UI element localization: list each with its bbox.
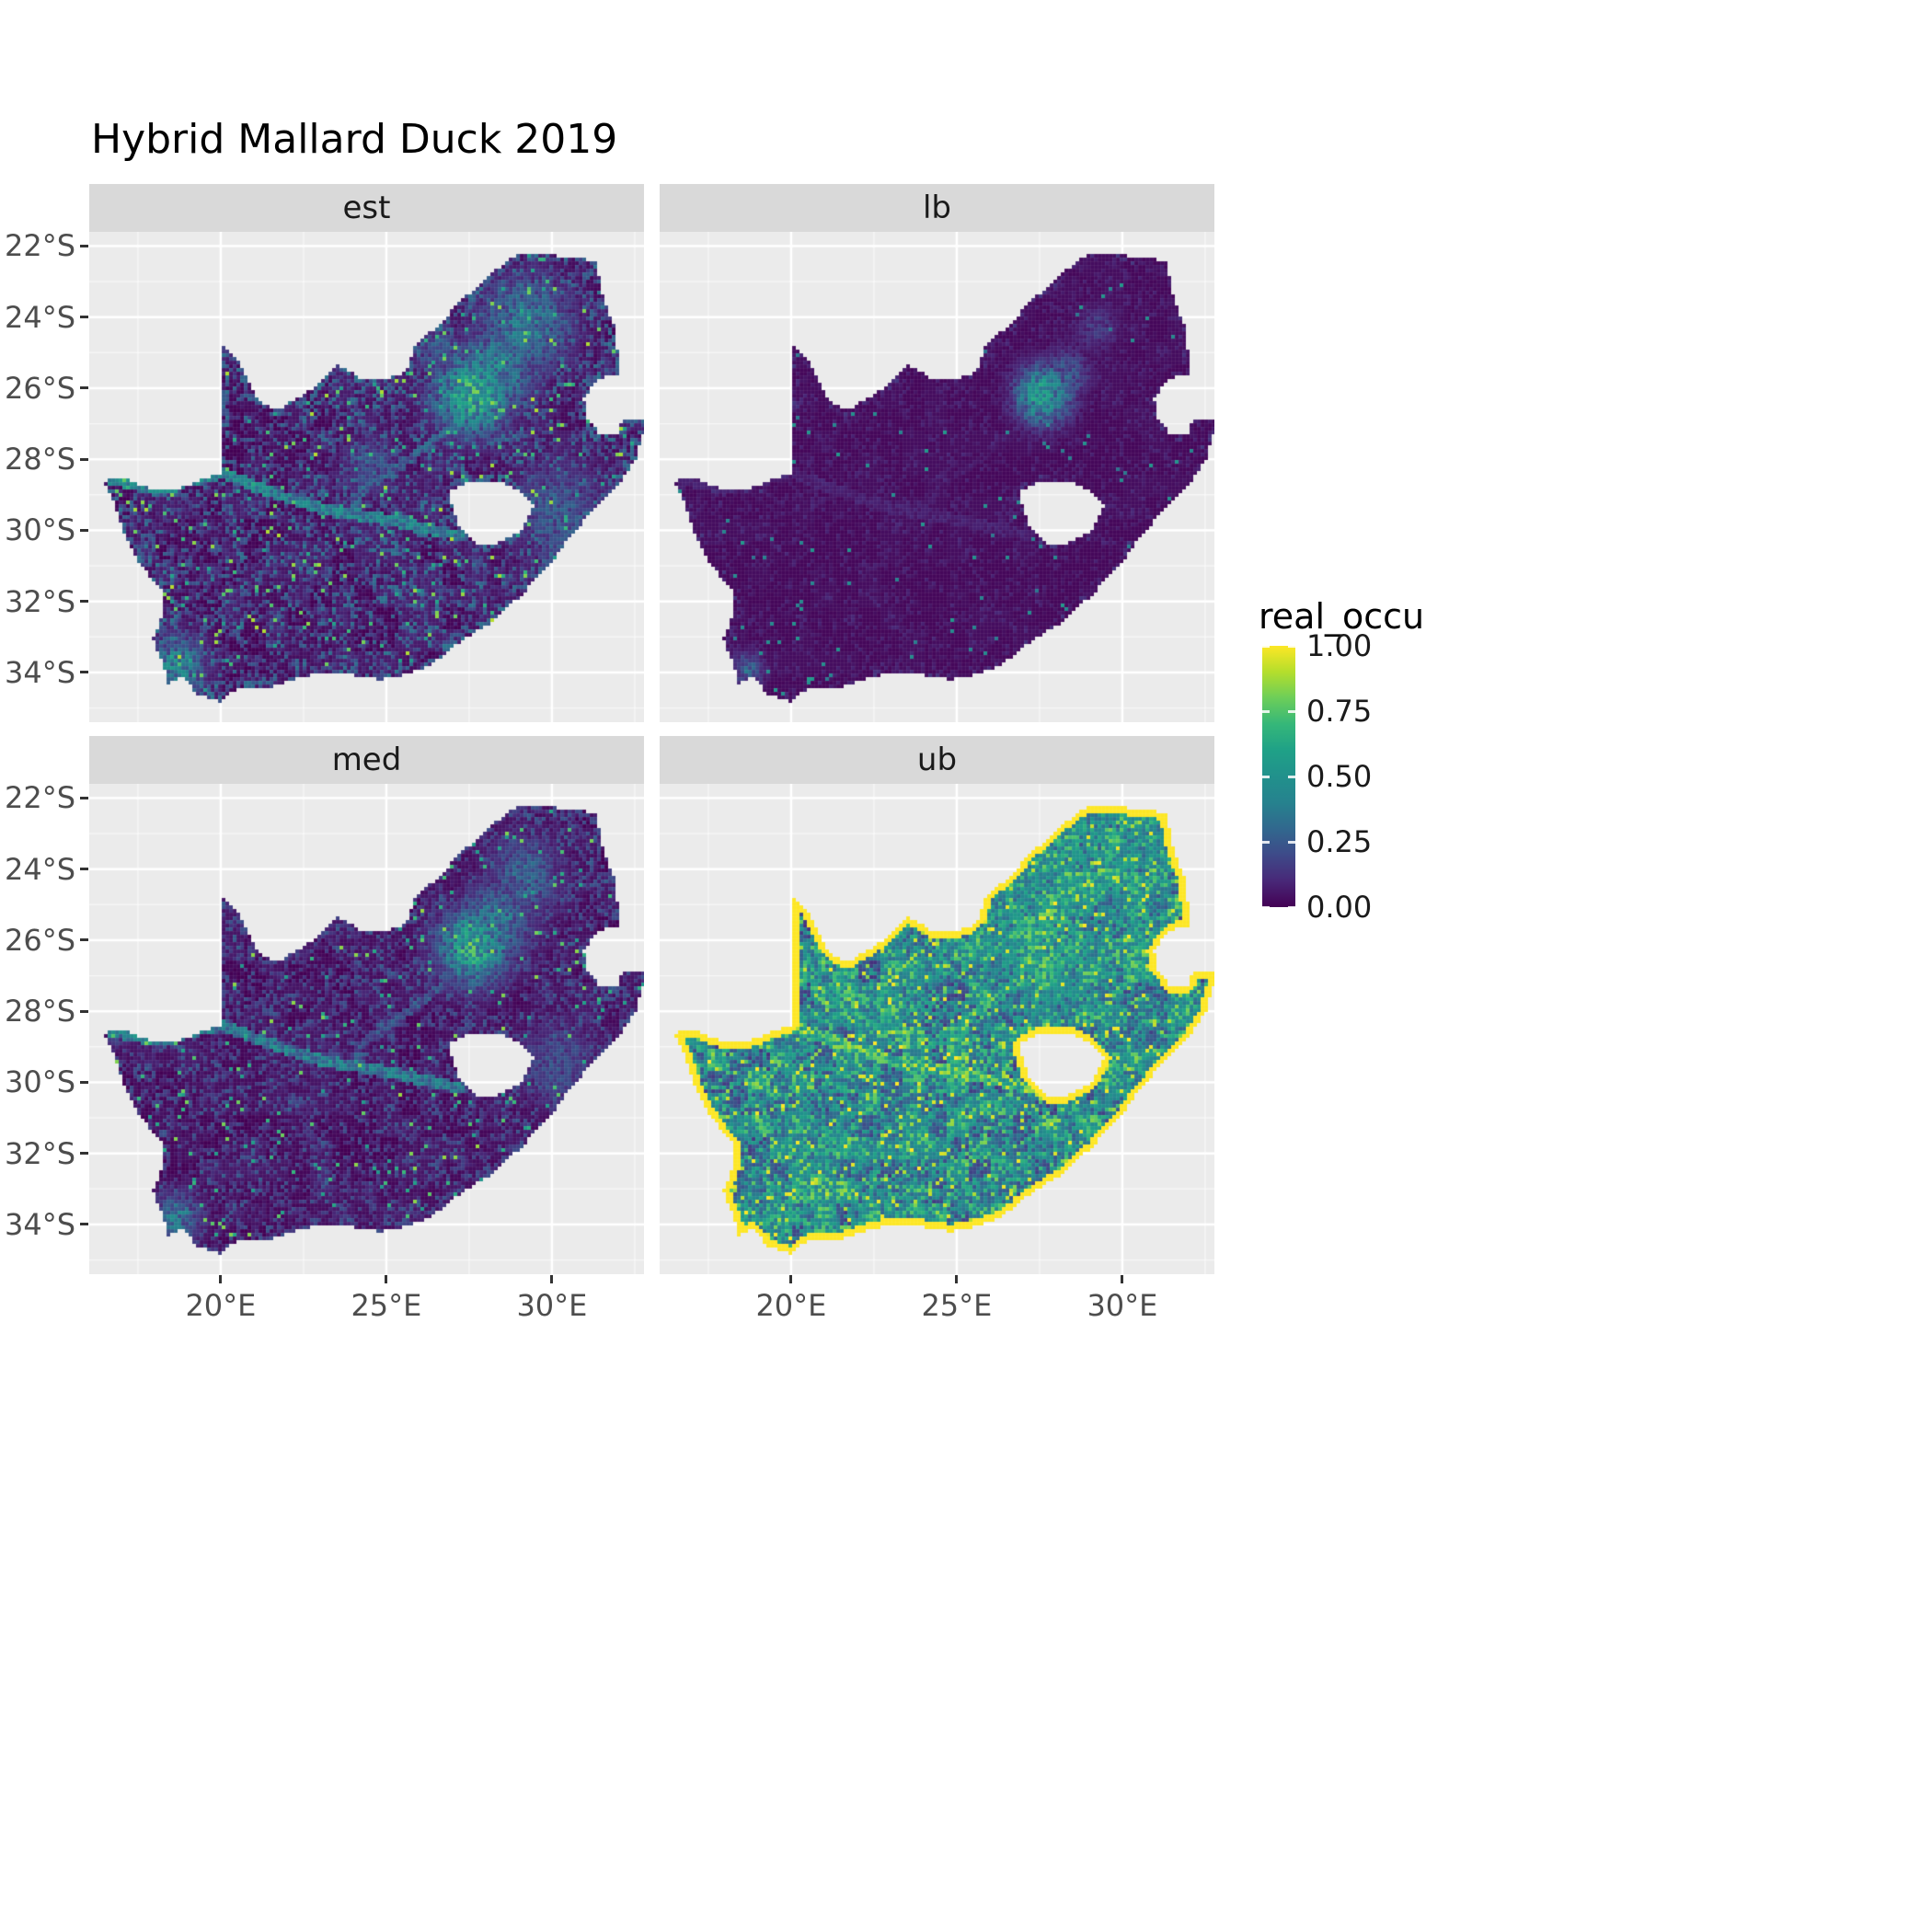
legend-tick-label: 0.25: [1306, 824, 1373, 859]
y-axis-tick-mark: [80, 1223, 88, 1226]
legend-tick-mark: [1288, 775, 1295, 778]
plot-title: Hybrid Mallard Duck 2019: [91, 116, 618, 163]
x-axis-tick-label: 30°E: [1087, 1288, 1158, 1323]
legend-tick-mark: [1288, 840, 1295, 844]
x-axis-tick-label: 20°E: [185, 1288, 257, 1323]
y-axis-tick-mark: [80, 671, 88, 674]
y-axis-tick-label: 24°S: [4, 851, 75, 887]
facet-strip-ub: ub: [660, 736, 1214, 784]
facet-strip-label-med: med: [331, 742, 402, 778]
y-axis-tick-label: 30°S: [4, 1064, 75, 1100]
x-axis-tick-mark: [955, 1275, 959, 1283]
legend-tick-mark: [1262, 905, 1270, 909]
y-axis-tick-label: 34°S: [4, 1206, 75, 1242]
y-axis-tick-label: 28°S: [4, 994, 75, 1029]
y-axis-tick-mark: [80, 457, 88, 461]
legend-tick-label: 0.00: [1306, 890, 1373, 925]
y-axis-tick-mark: [80, 868, 88, 871]
y-axis-tick-mark: [80, 796, 88, 799]
x-axis-tick-label: 30°E: [516, 1288, 588, 1323]
y-axis-tick-label: 22°S: [4, 780, 75, 816]
y-axis-tick-mark: [80, 244, 88, 247]
y-axis-tick-label: 26°S: [4, 922, 75, 958]
y-axis-tick-label: 32°S: [4, 583, 75, 619]
legend-tick-label: 0.75: [1306, 694, 1373, 729]
y-axis-tick-mark: [80, 1152, 88, 1156]
map-panel-lb: [660, 232, 1214, 722]
x-axis-tick-mark: [385, 1275, 388, 1283]
y-axis-tick-label: 30°S: [4, 512, 75, 548]
y-axis-tick-mark: [80, 386, 88, 390]
map-panel-ub: [660, 784, 1214, 1274]
x-axis-tick-mark: [550, 1275, 554, 1283]
legend-tick-mark: [1288, 905, 1295, 909]
legend-tick-mark: [1288, 644, 1295, 648]
x-axis-tick-mark: [219, 1275, 223, 1283]
facet-strip-lb: lb: [660, 184, 1214, 232]
x-axis-tick-label: 25°E: [921, 1288, 993, 1323]
facet-strip-med: med: [89, 736, 644, 784]
legend-tick-label: 1.00: [1306, 628, 1373, 663]
facet-strip-label-lb: lb: [922, 190, 952, 226]
y-axis-tick-mark: [80, 528, 88, 532]
y-axis-tick-label: 26°S: [4, 370, 75, 406]
legend-tick-mark: [1262, 775, 1270, 778]
facet-strip-label-est: est: [342, 190, 391, 226]
legend-tick-mark: [1262, 709, 1270, 713]
x-axis-tick-label: 25°E: [351, 1288, 422, 1323]
map-panel-med: [89, 784, 644, 1274]
x-axis-tick-mark: [789, 1275, 793, 1283]
x-axis-tick-label: 20°E: [755, 1288, 827, 1323]
y-axis-tick-label: 32°S: [4, 1135, 75, 1171]
y-axis-tick-mark: [80, 1080, 88, 1084]
y-axis-tick-label: 24°S: [4, 299, 75, 335]
y-axis-tick-mark: [80, 1009, 88, 1013]
y-axis-tick-mark: [80, 316, 88, 319]
facet-strip-est: est: [89, 184, 644, 232]
legend-title: real_occu: [1259, 596, 1425, 637]
legend-tick-mark: [1288, 709, 1295, 713]
legend-tick-mark: [1262, 840, 1270, 844]
y-axis-tick-label: 28°S: [4, 442, 75, 477]
y-axis-tick-mark: [80, 600, 88, 604]
legend-tick-mark: [1262, 644, 1270, 648]
y-axis-tick-label: 34°S: [4, 654, 75, 690]
map-panel-est: [89, 232, 644, 722]
y-axis-tick-mark: [80, 938, 88, 942]
facet-strip-label-ub: ub: [916, 742, 958, 778]
legend-tick-label: 0.50: [1306, 759, 1373, 794]
y-axis-tick-label: 22°S: [4, 228, 75, 264]
x-axis-tick-mark: [1121, 1275, 1124, 1283]
